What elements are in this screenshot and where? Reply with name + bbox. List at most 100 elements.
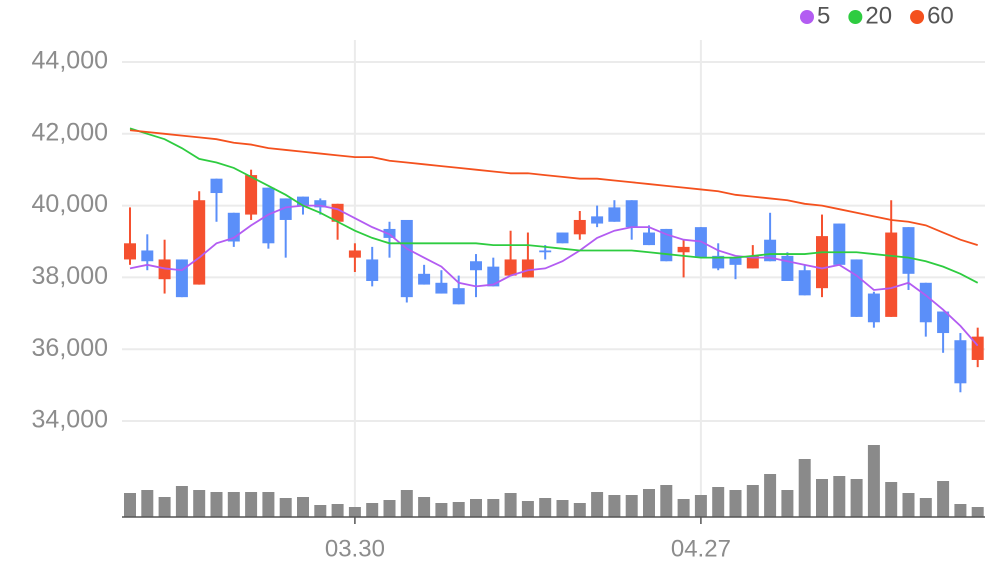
- candle-body: [625, 200, 638, 228]
- volume-bar: [937, 481, 950, 517]
- y-tick-label: 42,000: [32, 118, 108, 146]
- volume-bar: [175, 486, 188, 517]
- y-tick-label: 38,000: [32, 262, 108, 290]
- candle-body: [746, 255, 759, 269]
- volume-bar: [210, 492, 223, 517]
- candle-body: [366, 259, 379, 281]
- candle-body: [919, 282, 932, 323]
- volume-bar: [608, 495, 621, 517]
- volume-bar: [521, 501, 534, 517]
- volume-bar: [625, 495, 638, 517]
- volume-bar: [954, 504, 967, 517]
- candle-body: [677, 246, 690, 253]
- candle-body: [902, 227, 915, 274]
- volume-bar: [746, 485, 759, 517]
- volume-bar: [729, 490, 742, 517]
- candle-body: [937, 311, 950, 334]
- candle-body: [521, 259, 534, 278]
- volume-bar: [764, 474, 777, 517]
- volume-bar: [833, 476, 846, 517]
- candle-body: [314, 200, 327, 208]
- candle-body: [712, 255, 725, 269]
- candle-body: [867, 293, 880, 323]
- volume-bar: [193, 490, 206, 517]
- volume-bar: [279, 498, 292, 517]
- volume-bar: [591, 492, 604, 517]
- candle-body: [452, 288, 465, 305]
- ma-line: [129, 127, 979, 284]
- volume-bar: [262, 492, 275, 517]
- candle-body: [175, 259, 188, 298]
- candle-body: [124, 243, 136, 260]
- volume-bar: [400, 490, 413, 517]
- volume-bar: [539, 498, 552, 517]
- volume-bar: [643, 489, 655, 517]
- volume-bar: [677, 499, 690, 517]
- y-tick-label: 36,000: [32, 334, 108, 362]
- candle-body: [348, 250, 361, 258]
- volume-bar: [366, 503, 379, 517]
- volume-bar: [885, 482, 898, 517]
- candle-body: [210, 178, 223, 194]
- volume-bar: [452, 502, 465, 517]
- volume-bar: [470, 499, 482, 517]
- volume-bar: [158, 497, 171, 517]
- volume-bar: [504, 493, 517, 517]
- volume-bar: [141, 490, 154, 517]
- y-tick-label: 40,000: [32, 190, 108, 218]
- candle-body: [833, 223, 846, 265]
- legend-marker: [910, 10, 925, 24]
- volume-bar: [487, 499, 500, 517]
- legend-label: 60: [927, 2, 954, 29]
- x-tick-label: 04.27: [671, 535, 731, 562]
- candle-body: [954, 340, 967, 384]
- legend-label: 5: [817, 2, 830, 29]
- volume-bar: [348, 507, 361, 517]
- volume-bar: [227, 492, 240, 517]
- volume-bar: [781, 490, 794, 517]
- candle-body: [487, 266, 500, 287]
- volume-bar: [383, 500, 396, 517]
- volume-bar: [573, 503, 586, 517]
- volume-bar: [850, 479, 863, 517]
- volume-bar: [660, 485, 673, 517]
- volume-bar: [556, 500, 569, 517]
- candle-body: [279, 198, 292, 220]
- candle-body: [591, 216, 604, 224]
- candle-body: [643, 232, 655, 246]
- volume-bar: [902, 493, 915, 517]
- candle-body: [504, 259, 517, 276]
- candle-body: [556, 232, 569, 244]
- legend-marker: [800, 10, 814, 24]
- legend-label: 20: [865, 2, 892, 29]
- ma-line: [129, 129, 978, 246]
- candle-body: [885, 232, 898, 317]
- volume-bar: [435, 503, 448, 517]
- volume-bar: [297, 497, 309, 517]
- candle-body: [798, 270, 811, 296]
- volume-bar: [694, 495, 707, 517]
- volume-bar: [245, 492, 258, 517]
- candle-body: [850, 259, 863, 317]
- candle-body: [193, 200, 206, 285]
- volume-bar: [971, 507, 984, 517]
- candle-body: [435, 282, 448, 294]
- legend-marker: [848, 10, 863, 24]
- y-tick-label: 34,000: [32, 406, 108, 434]
- volume-bar: [712, 487, 725, 517]
- volume-bar: [798, 459, 811, 517]
- candle-body: [418, 273, 431, 285]
- candle-body: [297, 196, 309, 206]
- volume-bar: [816, 479, 828, 517]
- candle-body: [470, 261, 482, 271]
- candle-body: [245, 175, 258, 215]
- candle-body: [816, 236, 828, 289]
- candle-body: [141, 250, 154, 262]
- volume-bar: [867, 445, 880, 517]
- candle-body: [400, 219, 413, 298]
- volume-bar: [124, 493, 136, 517]
- y-tick-label: 44,000: [32, 47, 108, 75]
- candle-body: [764, 239, 777, 262]
- candle-body: [608, 207, 621, 222]
